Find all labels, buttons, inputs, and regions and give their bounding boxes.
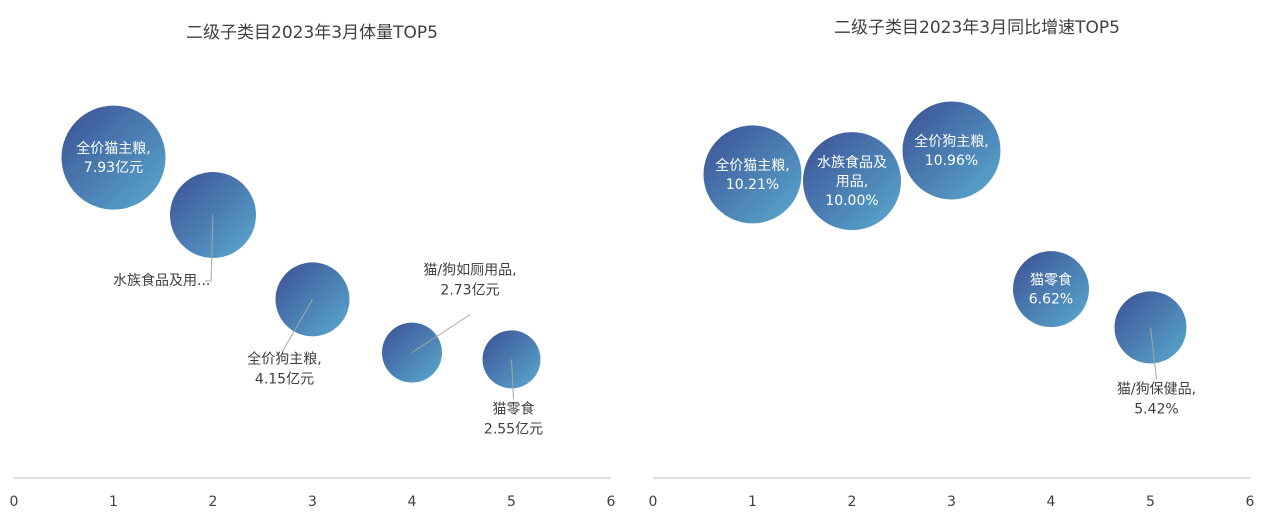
chart-title: 二级子类目2023年3月体量TOP5 [186,23,438,43]
bubble [902,101,1001,200]
x-tick-label: 0 [649,494,658,510]
chart-title: 二级子类目2023年3月同比增速TOP5 [834,18,1120,38]
data-label: 猫/狗如厕用品, [423,263,516,279]
x-tick-label: 5 [1146,494,1155,510]
leader-line [411,314,471,354]
data-label: 全价狗主粮, [914,133,988,150]
leader-line [511,359,514,400]
data-label: 10.21% [726,177,779,193]
leader-line [282,299,313,352]
data-label: 2.73亿元 [440,283,499,299]
x-tick-label: 2 [848,494,857,510]
leader-line [210,214,214,282]
data-label: 水族食品及 [817,154,887,171]
data-label: 5.42% [1134,401,1178,417]
data-label: 全价猫主粮, [715,157,789,174]
data-label: 全价狗主粮, [247,350,321,367]
bubble [61,105,166,210]
bubble [803,132,901,231]
x-tick-label: 6 [1246,494,1255,510]
data-label: 2.55亿元 [484,421,543,437]
data-label: 10.96% [925,153,978,169]
x-tick-label: 3 [947,494,956,510]
data-label: 用品, [836,174,868,190]
x-tick-label: 0 [10,494,19,510]
x-tick-label: 3 [308,494,317,510]
x-tick-label: 1 [748,494,757,510]
leader-line [1150,327,1157,380]
data-label: 水族食品及用... [113,272,210,289]
data-label: 猫零食 [493,400,535,417]
data-label: 10.00% [825,193,878,209]
bubble [703,125,802,224]
bubble [1013,251,1089,328]
x-tick-label: 4 [408,494,417,510]
data-label: 猫零食 [1030,272,1072,289]
data-label: 7.93亿元 [84,160,143,176]
data-label: 猫/狗保健品, [1117,381,1196,397]
data-label: 全价猫主粮, [76,140,150,157]
data-label: 6.62% [1029,292,1073,308]
x-tick-label: 5 [507,494,516,510]
data-label: 4.15亿元 [255,371,314,387]
x-tick-label: 4 [1047,494,1056,510]
x-tick-label: 6 [607,494,616,510]
x-tick-label: 1 [109,494,118,510]
x-tick-label: 2 [209,494,218,510]
